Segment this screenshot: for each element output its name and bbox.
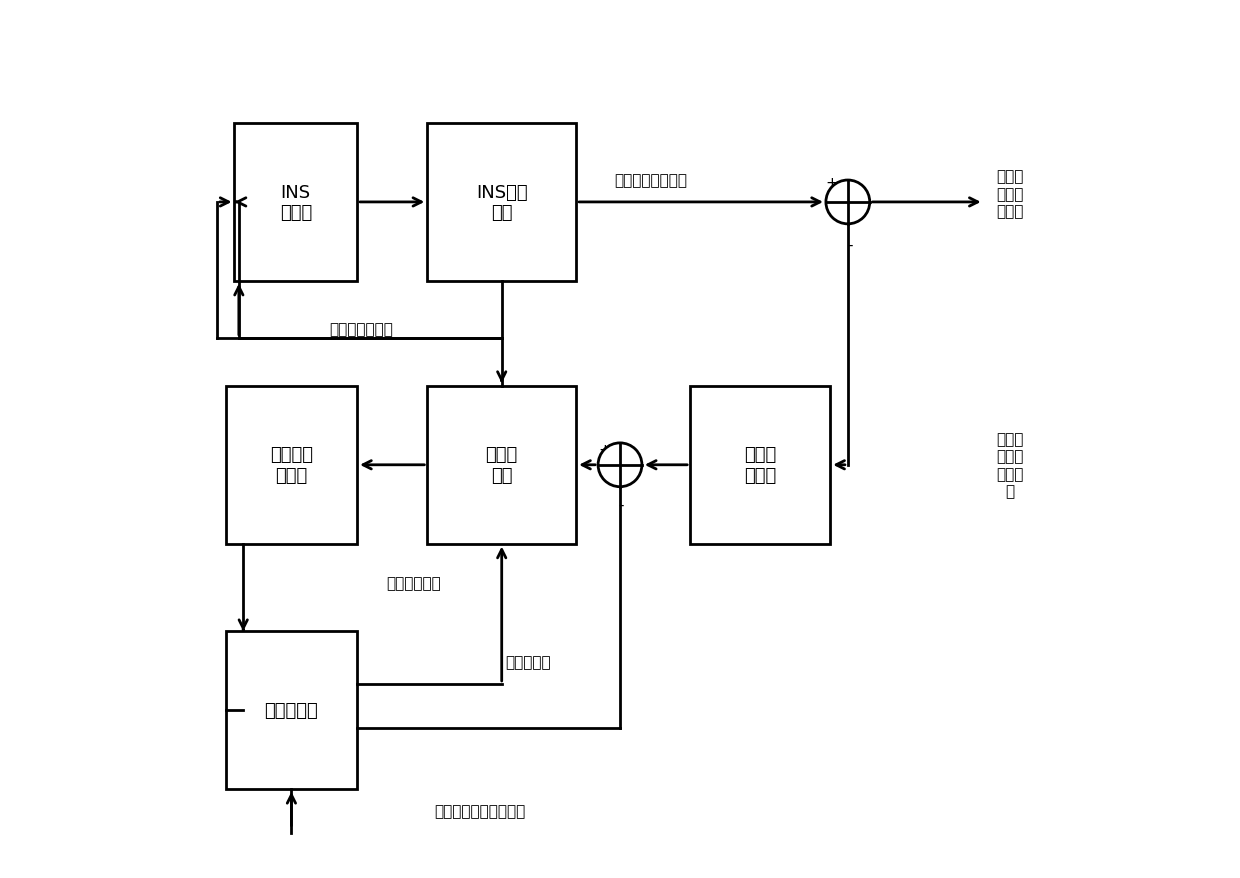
FancyBboxPatch shape bbox=[234, 124, 357, 282]
FancyBboxPatch shape bbox=[226, 631, 357, 789]
Text: +: + bbox=[826, 176, 838, 191]
Text: INS定位
算法: INS定位 算法 bbox=[476, 184, 527, 222]
Text: 多普勒频移和时钟偏移: 多普勒频移和时钟偏移 bbox=[434, 803, 526, 818]
Text: INS
传感器: INS 传感器 bbox=[280, 184, 312, 222]
Text: -: - bbox=[847, 237, 852, 252]
Text: 相位差值
预测值: 相位差值 预测值 bbox=[270, 446, 312, 485]
FancyBboxPatch shape bbox=[226, 386, 357, 544]
Text: 用户位置速度估计: 用户位置速度估计 bbox=[614, 173, 687, 188]
Text: 卡尔曼
滤波器: 卡尔曼 滤波器 bbox=[744, 446, 776, 485]
Text: 基站位置信息: 基站位置信息 bbox=[387, 576, 441, 591]
FancyBboxPatch shape bbox=[428, 386, 577, 544]
Circle shape bbox=[598, 443, 642, 487]
FancyBboxPatch shape bbox=[691, 386, 831, 544]
Text: 传感器偏差矫正: 传感器偏差矫正 bbox=[330, 322, 393, 337]
Text: +: + bbox=[599, 443, 611, 457]
Text: 伪距测量值: 伪距测量值 bbox=[505, 655, 551, 670]
Text: 用户位
置速度
误差估
计: 用户位 置速度 误差估 计 bbox=[996, 432, 1023, 499]
Circle shape bbox=[826, 181, 869, 225]
Text: 定位接收机: 定位接收机 bbox=[264, 702, 319, 719]
Text: 伪距预
测值: 伪距预 测值 bbox=[486, 446, 518, 485]
FancyBboxPatch shape bbox=[428, 124, 577, 282]
Text: -: - bbox=[618, 497, 624, 512]
Text: 位置与
速度最
优估计: 位置与 速度最 优估计 bbox=[996, 169, 1023, 219]
